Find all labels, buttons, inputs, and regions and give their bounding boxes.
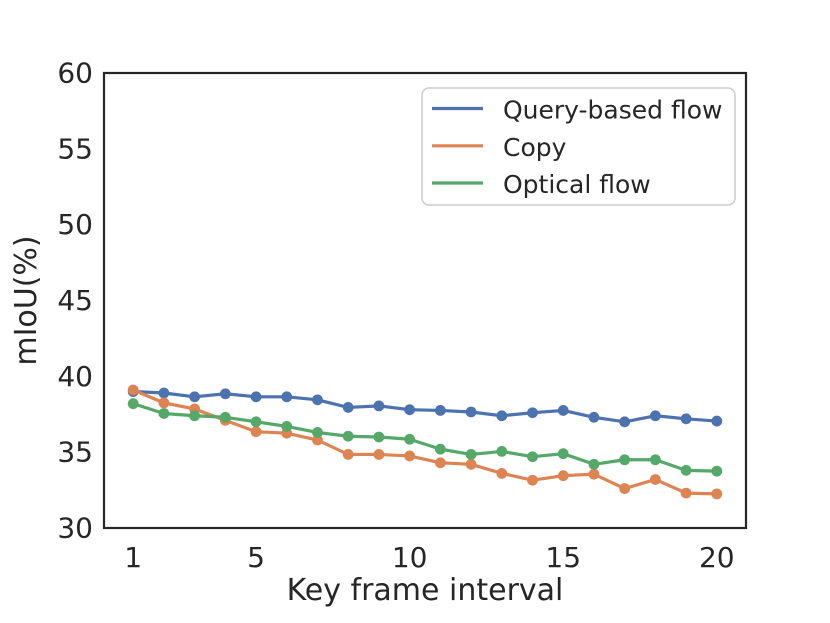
data-point xyxy=(127,384,139,396)
data-point xyxy=(404,404,416,416)
data-point xyxy=(680,413,692,425)
data-point xyxy=(465,449,477,460)
y-axis-label: mIoU(%) xyxy=(9,235,44,365)
data-point xyxy=(527,407,538,419)
data-point xyxy=(281,391,293,403)
data-point xyxy=(312,434,323,446)
data-point xyxy=(312,427,323,438)
data-point xyxy=(496,468,508,479)
x-tick-label: 1 xyxy=(124,541,142,574)
legend-item: Optical flow xyxy=(432,170,651,199)
data-point xyxy=(588,468,600,480)
data-point xyxy=(434,405,446,416)
data-point xyxy=(465,406,477,418)
data-point xyxy=(281,420,293,432)
data-point xyxy=(619,454,631,466)
data-point xyxy=(342,402,354,413)
x-axis-label: Key frame interval xyxy=(287,573,564,608)
data-point xyxy=(189,410,201,422)
data-point xyxy=(219,411,231,423)
data-point xyxy=(373,449,385,460)
data-point xyxy=(711,488,723,500)
data-point xyxy=(496,410,508,422)
data-point xyxy=(527,451,538,463)
data-point xyxy=(373,431,385,443)
y-tick-label: 35 xyxy=(57,436,93,469)
data-point xyxy=(434,457,446,469)
legend-item-label: Copy xyxy=(503,133,567,162)
x-tick-label: 5 xyxy=(247,541,265,574)
data-point xyxy=(588,458,600,470)
data-point xyxy=(158,387,170,399)
legend-item: Copy xyxy=(432,133,567,162)
y-axis-ticks: 30 35 40 45 50 55 60 xyxy=(57,57,93,545)
data-point xyxy=(127,398,139,410)
data-point xyxy=(342,430,354,442)
data-point xyxy=(496,446,508,457)
data-point xyxy=(404,433,416,445)
y-tick-label: 60 xyxy=(57,57,93,90)
data-point xyxy=(189,391,201,403)
series-copy xyxy=(127,384,723,500)
data-point xyxy=(373,400,385,412)
data-point xyxy=(588,411,600,423)
data-point xyxy=(711,465,723,477)
data-point xyxy=(465,458,477,470)
legend-item: Query-based flow xyxy=(432,96,722,125)
data-point xyxy=(158,408,170,419)
legend-item-label: Optical flow xyxy=(503,170,651,199)
series-query-based-flow xyxy=(127,386,723,428)
y-tick-label: 40 xyxy=(57,360,93,393)
data-point xyxy=(250,426,262,438)
legend-box xyxy=(421,87,736,206)
y-tick-label: 30 xyxy=(57,512,93,545)
data-point xyxy=(557,470,569,482)
data-point xyxy=(649,454,661,466)
y-tick-label: 55 xyxy=(57,132,93,165)
x-tick-label: 15 xyxy=(545,541,581,574)
data-point xyxy=(342,449,354,460)
data-point xyxy=(250,416,262,428)
series-group xyxy=(127,384,723,500)
data-point xyxy=(158,397,170,409)
plot-border xyxy=(102,71,748,530)
y-tick-label: 45 xyxy=(57,284,93,317)
data-point xyxy=(557,405,569,416)
data-point xyxy=(619,483,631,494)
data-point xyxy=(619,416,631,428)
data-point xyxy=(250,391,262,403)
data-point xyxy=(680,464,692,476)
data-point xyxy=(404,450,416,462)
x-axis-ticks: 1 5 10 15 20 xyxy=(124,541,734,574)
x-tick-label: 20 xyxy=(699,541,735,574)
legend-item-label: Query-based flow xyxy=(503,96,722,125)
series-optical-flow xyxy=(127,398,723,477)
data-point xyxy=(711,415,723,427)
data-point xyxy=(557,448,569,460)
data-point xyxy=(649,474,661,485)
data-point xyxy=(219,388,231,400)
data-point xyxy=(312,394,323,406)
data-point xyxy=(527,474,538,486)
legend: Query-based flow Copy Optical flow xyxy=(421,87,736,206)
y-tick-label: 50 xyxy=(57,208,93,241)
x-tick-label: 10 xyxy=(392,541,428,574)
data-point xyxy=(434,443,446,455)
data-point xyxy=(680,487,692,499)
series-line-copy xyxy=(131,388,719,496)
data-point xyxy=(649,410,661,422)
